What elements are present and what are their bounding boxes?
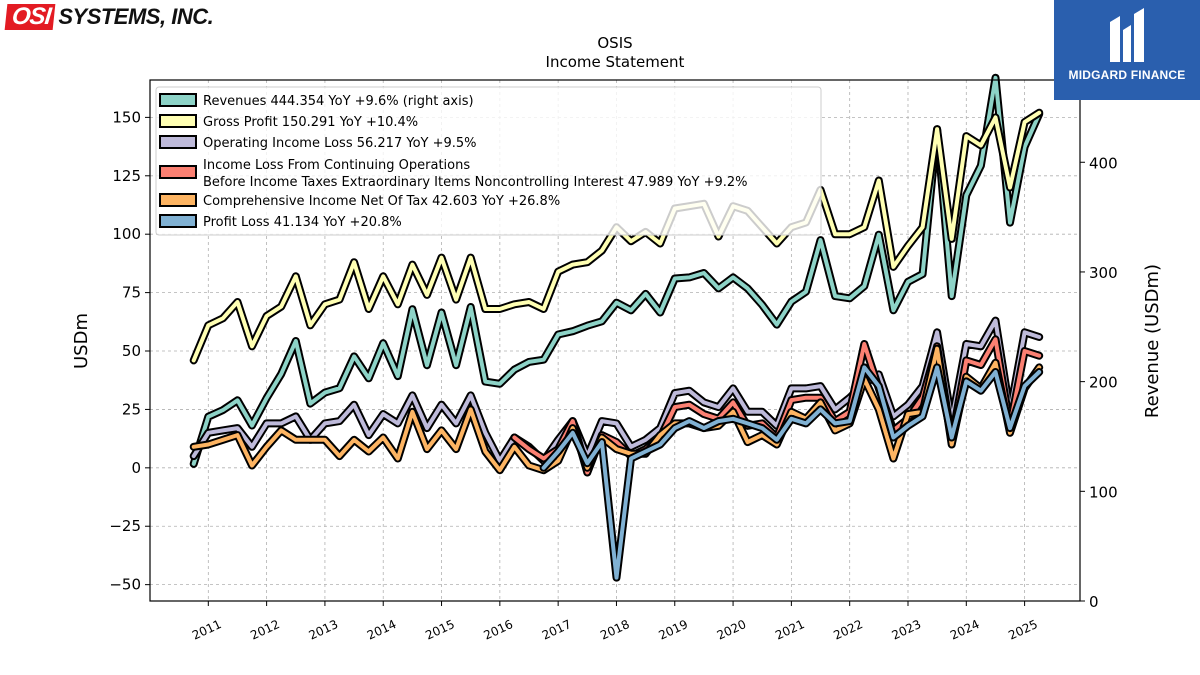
x-tick-label: 2025 [1006,617,1040,643]
series-line [191,318,1042,463]
left-axis: −50 −25 0 25 50 75 100 125 150 [109,108,150,594]
legend-box [155,86,822,236]
midgard-finance-name: MIDGARD FINANCE [1068,68,1186,82]
y2-tick-label: 400 [1089,154,1118,172]
midgard-finance-badge: MIDGARD FINANCE [1054,0,1200,100]
y2-axis-label: Revenue (USDm) [1142,264,1163,418]
legend-swatch [159,165,197,179]
x-tick-label: 2011 [190,617,224,643]
legend-label: Income Loss From Continuing Operations [203,158,470,173]
midgard-logo-icon [1110,8,1144,62]
x-tick-label: 2024 [948,617,982,643]
x-tick-label: 2012 [248,617,282,643]
y-axis-label: USDm [71,313,92,369]
legend-swatch [159,114,197,128]
y-tick-label: 125 [112,167,141,185]
y-tick-label: 50 [122,342,141,360]
series-6 [539,363,1044,582]
y-tick-label: 25 [122,400,141,418]
legend-item: Income Loss From Continuing Operations Be… [159,158,748,190]
legend-swatch [159,93,197,107]
x-tick-label: 2018 [598,617,632,643]
legend-label: Profit Loss 41.134 YoY +20.8% [203,215,402,230]
y2-tick-label: 200 [1089,374,1118,392]
x-tick-label: 2015 [423,617,457,643]
legend-label: Before Income Taxes Extraordinary Items … [203,175,748,190]
y2-tick-label: 300 [1089,264,1118,282]
plot-frame [149,79,1081,602]
legend-swatch [159,135,197,149]
legend-swatch [159,214,197,228]
x-tick-label: 2022 [831,617,865,643]
x-tick-label: 2021 [773,617,807,643]
legend-label: Revenues 444.354 YoY +9.6% (right axis) [203,94,474,109]
x-tick-label: 2019 [656,617,690,643]
legend-label: Operating Income Loss 56.217 YoY +9.5% [203,136,477,151]
x-tick-label: 2017 [540,617,574,643]
legend-item: Comprehensive Income Net Of Tax 42.603 Y… [159,193,560,209]
y-tick-label: 0 [131,459,141,477]
company-logo-name: SYSTEMS, INC. [58,4,214,29]
x-tick-label: 2014 [365,617,399,643]
legend-item: Revenues 444.354 YoY +9.6% (right axis) [159,93,474,109]
series-line [541,365,1042,580]
x-axis: 2011 2012 2013 2014 2015 2016 2017 2018 2019 2020… [190,601,1040,643]
y2-tick-label: 100 [1089,483,1118,501]
legend-label: Gross Profit 150.291 YoY +10.4% [203,115,418,130]
series-5 [189,344,1044,475]
y-tick-label: −50 [109,576,141,594]
x-tick-label: 2023 [890,617,924,643]
y-tick-label: 75 [122,284,141,302]
y2-tick-label: 0 [1089,593,1099,611]
chart-subtitle: Income Statement [546,53,685,71]
series-line [191,75,1042,466]
y-tick-label: 100 [112,225,141,243]
series-3 [189,316,1044,465]
y-tick-label: −25 [109,517,141,535]
x-tick-label: 2016 [482,617,516,643]
right-axis: 0 100 200 300 400 [1080,154,1118,611]
x-tick-label: 2020 [715,617,749,643]
legend-label: Comprehensive Income Net Of Tax 42.603 Y… [203,194,560,209]
series-line [191,346,1042,473]
legend-swatch [159,193,197,207]
chart-title: OSIS [597,34,632,52]
legend-item: Profit Loss 41.134 YoY +20.8% [159,214,402,230]
x-tick-label: 2013 [307,617,341,643]
legend-item: Gross Profit 150.291 YoY +10.4% [159,114,418,130]
legend: Revenues 444.354 YoY +9.6% (right axis) G… [155,86,822,236]
series-1 [189,73,1044,468]
company-logo: OSI SYSTEMS, INC. [4,3,214,30]
y-tick-label: 150 [112,108,141,126]
legend-item: Operating Income Loss 56.217 YoY +9.5% [159,135,477,151]
